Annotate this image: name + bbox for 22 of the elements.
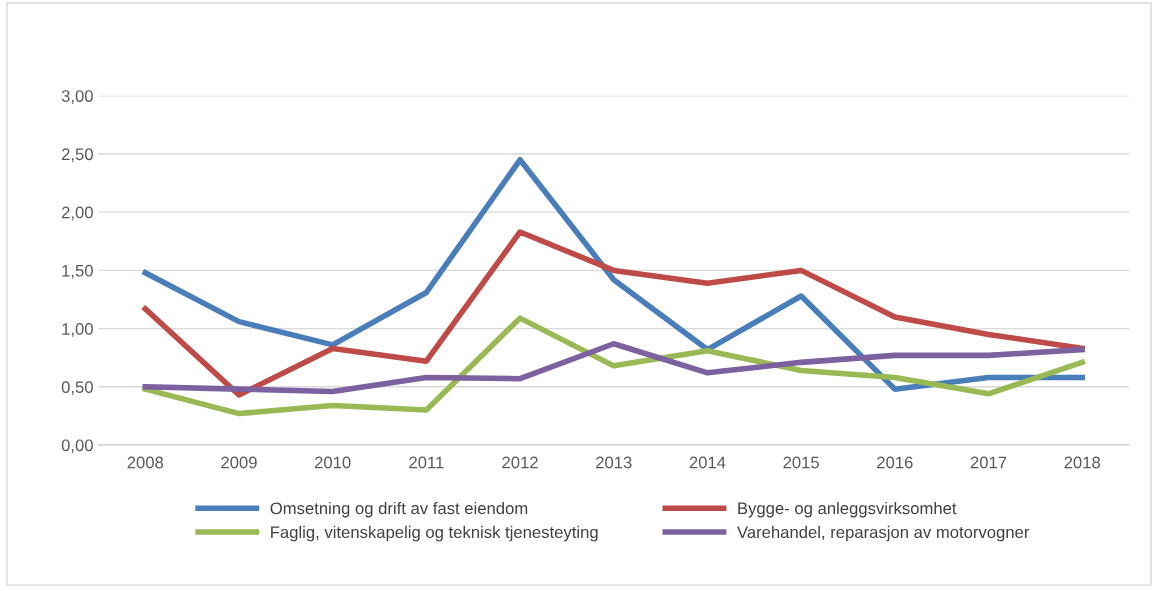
legend-label: Faglig, vitenskapelig og teknisk tjenesteyting — [271, 525, 598, 542]
legend-label: Varehandel, reparasjon av motorvogner — [737, 525, 1030, 542]
y-tick-label: 3,00 — [61, 90, 93, 104]
x-tick-label: 2017 — [970, 456, 1007, 469]
y-tick-label: 2,50 — [61, 148, 93, 163]
legend-label: Bygge- og anleggsvirksomhet — [738, 501, 957, 518]
x-tick-label: 2012 — [502, 456, 538, 469]
x-tick-label: 2009 — [221, 456, 257, 469]
y-tick-label: 1,00 — [62, 323, 93, 337]
y-tick-label: 0,00 — [61, 439, 93, 454]
x-tick-label: 2011 — [409, 456, 444, 469]
x-tick-label: 2015 — [783, 456, 819, 469]
y-tick-label: 2,00 — [61, 206, 93, 221]
x-tick-label: 2008 — [127, 456, 164, 469]
x-tick-label: 2013 — [596, 456, 632, 469]
x-tick-label: 2016 — [877, 456, 913, 469]
x-tick-label: 2010 — [314, 456, 351, 469]
y-tick-label: 1,50 — [62, 264, 93, 279]
x-tick-label: 2014 — [689, 456, 726, 469]
x-tick-label: 2018 — [1064, 456, 1101, 469]
y-tick-label: 0,50 — [61, 381, 93, 395]
legend-label: Omsetning og drift av fast eiendom — [270, 501, 528, 518]
